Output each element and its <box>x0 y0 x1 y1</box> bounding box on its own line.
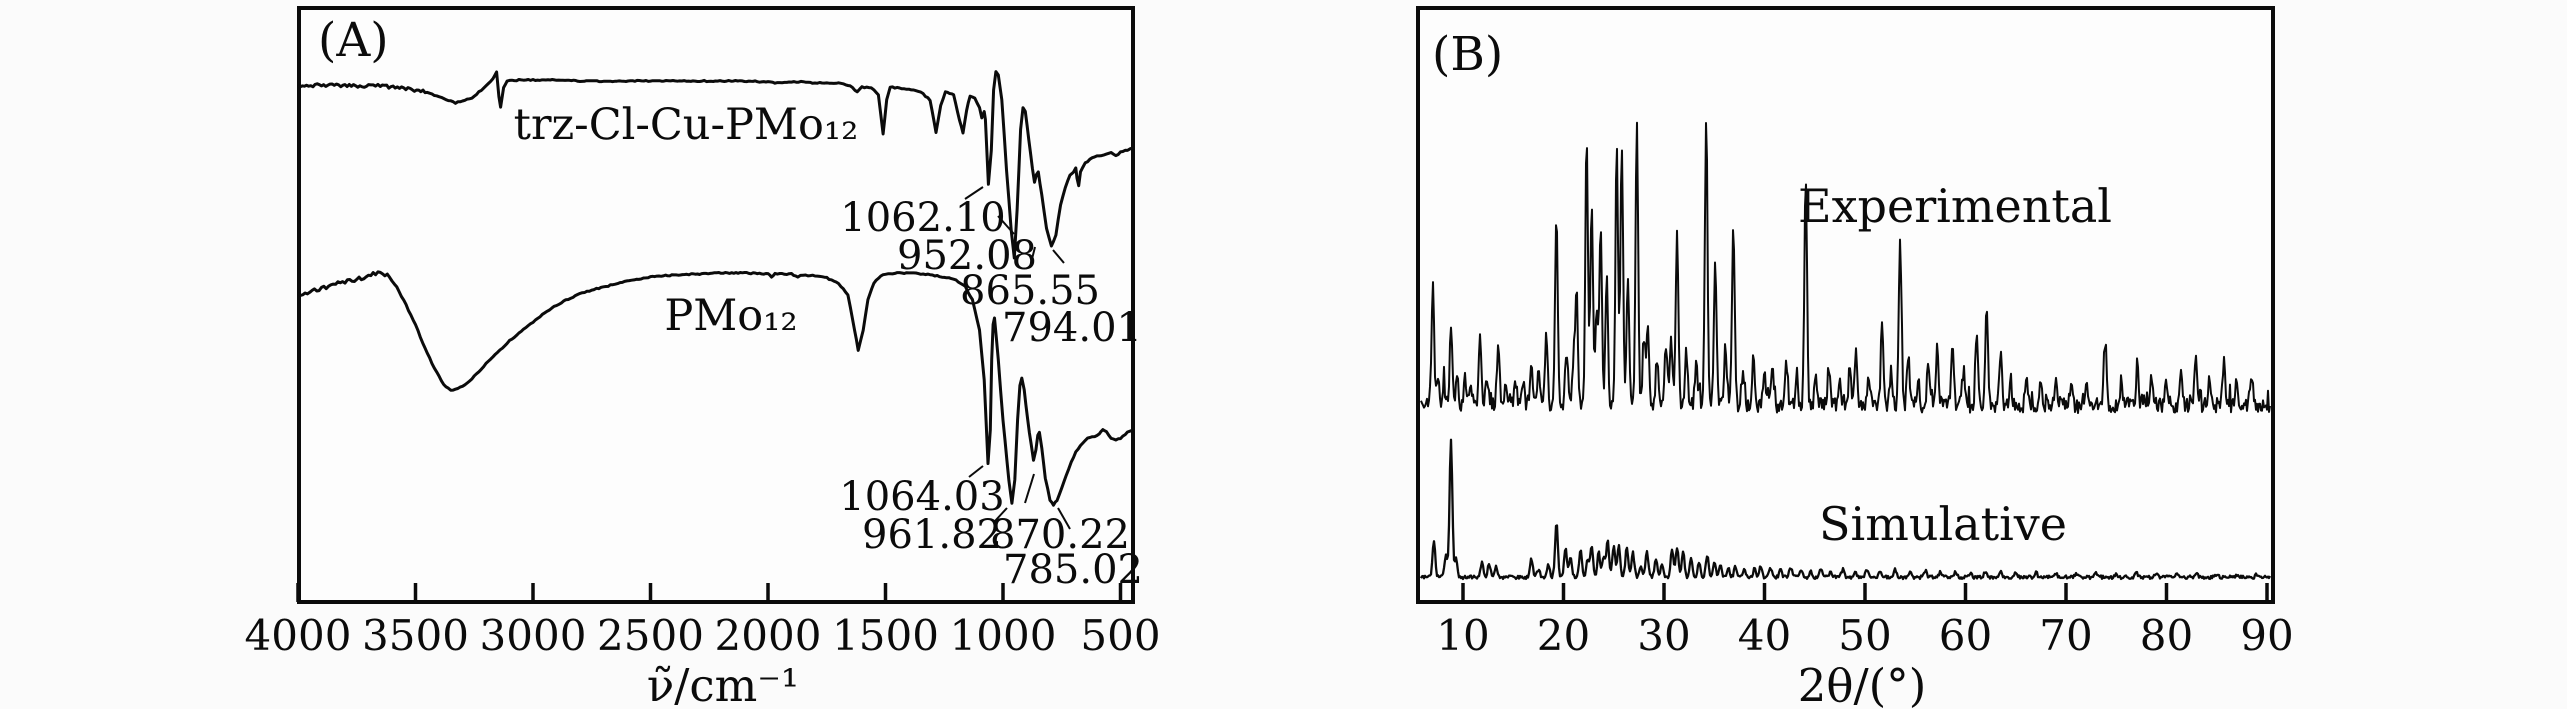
peak-value-label: 785.02 <box>1003 547 1143 593</box>
panel-a-tick-label: 4000 <box>245 611 352 660</box>
peak-value-label: 870.22 <box>990 512 1130 558</box>
panel-a-tick-label: 2500 <box>597 611 704 660</box>
panel-b-tag: (B) <box>1432 27 1503 82</box>
peak-value-label: 952.08 <box>897 233 1037 279</box>
panel-a-tick-label: 2000 <box>715 611 822 660</box>
panel-a-tick-label: 3500 <box>362 611 469 660</box>
panel-a-tick-label: 3000 <box>480 611 587 660</box>
panel-b-tick-label: 30 <box>1637 611 1690 660</box>
peak-value-label: 1062.10 <box>840 195 1005 241</box>
series-label-experimental: Experimental <box>1798 179 2112 233</box>
peak-leader-line <box>1024 473 1035 504</box>
panel-b-tick-label: 40 <box>1738 611 1791 660</box>
panel-b-tick-label: 80 <box>2140 611 2193 660</box>
peak-value-label: 1064.03 <box>839 474 1004 520</box>
peak-leader-line <box>968 465 984 478</box>
panel-b-tick-label: 20 <box>1537 611 1590 660</box>
panel-b-frame <box>1416 6 2275 604</box>
peak-value-label: 865.55 <box>960 268 1100 314</box>
panel-a-tag: (A) <box>318 13 389 68</box>
chart-curves <box>296 70 2272 581</box>
peak-value-label: 961.82 <box>862 512 1002 558</box>
series-label-trz-cl-cu-pmo12: trz-Cl-Cu-PMo₁₂ <box>514 100 859 150</box>
panel-b-tick-label: 60 <box>1939 611 1992 660</box>
panel-b-tick-label: 90 <box>2240 611 2293 660</box>
peak-leader-line <box>994 507 1008 522</box>
peak-leader-line <box>1057 507 1071 530</box>
panel-b-x-axis-title: 2θ/(°) <box>1798 659 1927 709</box>
panel-b-x-axis-ticks: 10 20 30 40 50 60 70 80 90 <box>1436 583 2294 660</box>
ir-spectrum-pmo12 <box>297 270 1134 507</box>
peak-leader-line <box>997 215 1015 235</box>
peak-value-label: 794.01 <box>1002 305 1142 351</box>
panel-a-x-axis-ticks: 4000 3500 3000 2500 2000 1500 1000 500 <box>245 583 1161 660</box>
panel-a-x-axis-title: ν̃/cm⁻¹ <box>647 659 799 709</box>
panel-b-tick-label: 70 <box>2039 611 2092 660</box>
xrd-pattern-experimental <box>1420 121 2271 414</box>
peak-leader-line <box>964 186 984 200</box>
peak-leader-line <box>1052 249 1065 264</box>
panel-b-tick-label: 50 <box>1838 611 1891 660</box>
panel-a-tick-label: 1000 <box>950 611 1057 660</box>
peak-leader-line <box>1030 246 1036 264</box>
panel-a-tick-label: 500 <box>1080 611 1160 660</box>
panel-a-tick-label: 1500 <box>832 611 939 660</box>
panel-b-tick-label: 10 <box>1436 611 1489 660</box>
series-label-simulative: Simulative <box>1819 497 2067 551</box>
ir-spectrum-trz-cl-cu-pmo12 <box>296 70 1134 260</box>
series-label-pmo12: PMo₁₂ <box>664 291 797 341</box>
xrd-pattern-simulative <box>1419 438 2272 581</box>
